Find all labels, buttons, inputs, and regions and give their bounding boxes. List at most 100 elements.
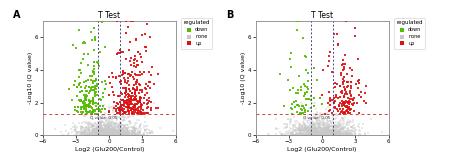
Point xyxy=(131,130,138,132)
Point xyxy=(92,130,100,132)
Point xyxy=(330,127,337,129)
Point xyxy=(108,126,115,128)
Point xyxy=(293,103,301,106)
Point xyxy=(109,131,117,133)
Point xyxy=(348,126,356,128)
Point xyxy=(332,131,339,134)
Point xyxy=(336,132,343,135)
Point xyxy=(350,127,358,129)
Point xyxy=(117,131,125,133)
Point xyxy=(131,73,139,76)
Point xyxy=(305,128,312,131)
Point xyxy=(104,133,112,136)
Point xyxy=(122,125,129,127)
Point xyxy=(96,98,104,101)
Point xyxy=(104,117,112,119)
Point xyxy=(140,112,147,114)
Point xyxy=(324,64,332,67)
Point xyxy=(92,91,100,94)
Point xyxy=(117,128,125,131)
Point xyxy=(323,130,331,133)
Point xyxy=(89,111,96,113)
Point xyxy=(314,130,321,133)
Point xyxy=(92,130,100,133)
Point xyxy=(302,131,310,133)
Point xyxy=(125,133,132,136)
Point xyxy=(299,112,306,115)
Point xyxy=(100,125,108,128)
Point xyxy=(289,132,297,135)
Point xyxy=(313,129,320,132)
Point xyxy=(89,134,97,136)
Point xyxy=(117,127,124,130)
Point xyxy=(110,126,118,129)
Point xyxy=(339,117,347,120)
Point xyxy=(295,133,302,135)
Point xyxy=(110,132,118,135)
Point xyxy=(288,103,296,105)
Point xyxy=(85,134,92,136)
Point xyxy=(323,122,331,124)
Point xyxy=(128,109,135,111)
Point xyxy=(298,127,305,130)
Point xyxy=(330,129,337,131)
Point xyxy=(308,130,316,133)
Point xyxy=(326,97,333,99)
Point xyxy=(80,128,87,130)
Point xyxy=(98,121,105,124)
Point xyxy=(332,112,340,115)
Point xyxy=(105,132,113,135)
Point xyxy=(312,119,319,121)
Point xyxy=(96,132,104,134)
Point xyxy=(304,126,311,129)
Point xyxy=(88,79,95,82)
Point xyxy=(89,133,96,136)
Point xyxy=(323,132,331,135)
Point xyxy=(314,118,321,121)
Point xyxy=(329,133,337,136)
Point xyxy=(117,132,124,135)
Point xyxy=(321,128,329,131)
Point xyxy=(328,132,336,134)
Point xyxy=(295,123,302,126)
Point xyxy=(312,117,320,120)
Point xyxy=(309,121,317,124)
Point xyxy=(312,134,319,136)
Point xyxy=(106,130,113,133)
Point xyxy=(349,128,357,131)
Point xyxy=(342,127,349,130)
Point xyxy=(108,133,116,135)
Point xyxy=(105,126,112,129)
Point xyxy=(324,115,332,118)
Point xyxy=(296,131,304,134)
Point xyxy=(112,134,119,137)
Point xyxy=(341,102,349,105)
Point xyxy=(325,104,333,107)
Point xyxy=(351,27,358,29)
Point xyxy=(310,122,318,125)
Point xyxy=(112,133,120,136)
Point xyxy=(306,132,314,134)
Point xyxy=(347,84,355,87)
Point xyxy=(335,132,343,135)
Point xyxy=(123,102,131,104)
Point xyxy=(83,129,91,132)
Point xyxy=(305,125,312,128)
Point xyxy=(128,132,136,134)
Point xyxy=(337,124,344,126)
Point xyxy=(73,133,81,135)
Point xyxy=(106,127,113,130)
Point xyxy=(89,80,97,83)
Point xyxy=(339,117,347,120)
Point xyxy=(98,127,105,130)
Point xyxy=(300,133,307,136)
Point xyxy=(337,85,344,88)
Point xyxy=(309,126,316,129)
Point xyxy=(97,132,105,135)
Point xyxy=(102,129,110,132)
Point xyxy=(320,128,328,131)
Point xyxy=(77,126,85,129)
Point xyxy=(294,120,301,123)
Point xyxy=(321,132,328,134)
Point xyxy=(84,133,92,136)
